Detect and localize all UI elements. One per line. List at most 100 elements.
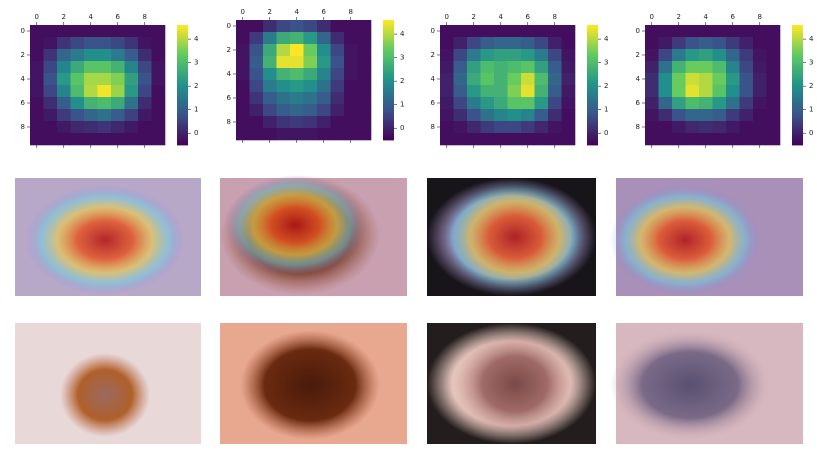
- colorbar-segment: [383, 54, 394, 57]
- colorbar-segment: [792, 69, 803, 72]
- heatmap-cell: [645, 25, 659, 38]
- heatmap-cell: [43, 49, 58, 62]
- heatmap-cell: [726, 37, 740, 50]
- y-tick-label: 8: [21, 123, 25, 131]
- heatmap-cell: [84, 37, 98, 50]
- heatmap-cell: [685, 37, 700, 50]
- colorbar-segment: [177, 141, 188, 144]
- heatmap-cell: [672, 25, 686, 38]
- heatmap-cell: [753, 97, 767, 110]
- colorbar-segment: [383, 106, 394, 109]
- colorbar-segment: [383, 60, 394, 63]
- heatmap-cell: [70, 109, 85, 122]
- heatmap-cell: [440, 97, 454, 110]
- colorbar-segment: [587, 89, 598, 92]
- heatmap-cell: [30, 37, 44, 50]
- colorbar-segment: [587, 99, 598, 102]
- colorbar-segment: [177, 25, 188, 28]
- colorbar-segment: [587, 107, 598, 110]
- colorbar-segment: [383, 26, 394, 29]
- heatmap-cell: [685, 121, 700, 134]
- colorbar-segment: [177, 63, 188, 66]
- colorbar-segment: [587, 129, 598, 132]
- heatmap-cell: [111, 37, 125, 50]
- heatmap-cell: [726, 109, 740, 122]
- colorbar-segment: [792, 73, 803, 76]
- heatmap-cell: [138, 73, 152, 86]
- colorbar-segment: [383, 22, 394, 25]
- x-tick-label: 2: [62, 13, 66, 21]
- colorbar-segment: [792, 113, 803, 116]
- heatmap-cell: [303, 44, 318, 57]
- heatmap-cell: [84, 109, 98, 122]
- colorbar-segment: [587, 97, 598, 100]
- y-tick-label: 0: [636, 27, 640, 35]
- heatmap-cell: [467, 121, 481, 134]
- colorbar-segment: [792, 53, 803, 56]
- heatmap-cell: [70, 25, 85, 38]
- colorbar-segment: [177, 35, 188, 38]
- heatmap-cell: [467, 37, 481, 50]
- heatmap-cell: [766, 49, 781, 62]
- heatmap-cell: [290, 20, 304, 33]
- heatmap-cell: [672, 109, 686, 122]
- heatmap-cell: [344, 44, 358, 57]
- heatmap-cell: [467, 73, 481, 86]
- heatmap-cell: [30, 61, 44, 74]
- heatmap-cell: [57, 97, 71, 110]
- heatmap-cell: [236, 56, 250, 69]
- heatmap-cell: [699, 61, 713, 74]
- colorbar-segment: [383, 24, 394, 27]
- colorbar-segment: [177, 125, 188, 128]
- heatmap-cell: [263, 44, 277, 57]
- heatmap-cell: [534, 25, 549, 38]
- heatmap-cell: [480, 121, 495, 134]
- colorbar-segment: [587, 111, 598, 114]
- heatmap-cell: [151, 85, 166, 98]
- colorbar-segment: [587, 75, 598, 78]
- colorbar-segment: [587, 63, 598, 66]
- heatmap-cell: [453, 37, 468, 50]
- heatmap-cell: [111, 25, 125, 38]
- heatmap-cell: [534, 73, 549, 86]
- heatmap-cell: [712, 37, 727, 50]
- heatmap-cell: [357, 104, 372, 117]
- colorbar-segment: [587, 45, 598, 48]
- heatmap-cell: [276, 56, 291, 69]
- heatmap-cell: [712, 73, 727, 86]
- heatmap-cell: [43, 133, 58, 146]
- heatmap-cell: [712, 121, 727, 134]
- heatmap-cell: [685, 73, 700, 86]
- heatmap-cell: [739, 121, 754, 134]
- heatmap-cell: [317, 80, 331, 93]
- colorbar-segment: [587, 91, 598, 94]
- heatmap-cell: [43, 73, 58, 86]
- colorbar-segment: [792, 43, 803, 46]
- heatmap-cell: [357, 128, 372, 141]
- colorbar-segment: [177, 83, 188, 86]
- heatmap-cell: [753, 121, 767, 134]
- colorbar-tick-label: 0: [194, 129, 198, 137]
- colorbar-segment: [383, 66, 394, 69]
- heatmap-cell: [276, 44, 291, 57]
- heatmap-cell: [236, 68, 250, 81]
- heatmap-cell: [357, 68, 372, 81]
- colorbar-segment: [792, 57, 803, 60]
- x-tick-label: 6: [526, 13, 531, 21]
- heatmap-cell: [84, 85, 98, 98]
- heatmap-cell: [236, 32, 250, 45]
- colorbar-segment: [383, 100, 394, 103]
- heatmap-cell: [672, 73, 686, 86]
- colorbar-segment: [383, 44, 394, 47]
- x-tick-label: 8: [143, 13, 147, 21]
- colorbar-tick-label: 2: [809, 82, 813, 90]
- colorbar-tick-label: 3: [809, 59, 813, 67]
- heatmap-cell: [344, 128, 358, 141]
- heatmap-cell: [303, 32, 318, 45]
- y-tick-label: 8: [227, 118, 231, 126]
- colorbar-tick-label: 1: [400, 101, 404, 109]
- lesion: [240, 330, 380, 440]
- colorbar-segment: [792, 111, 803, 114]
- colorbar-segment: [792, 51, 803, 54]
- colorbar-segment: [792, 75, 803, 78]
